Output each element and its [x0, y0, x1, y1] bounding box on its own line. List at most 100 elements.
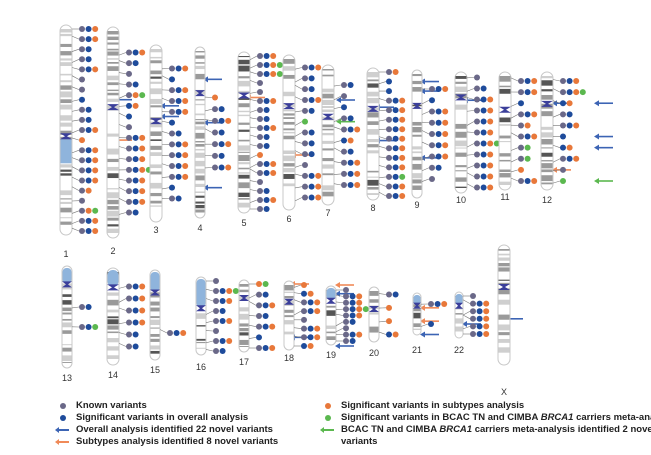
variant-dot-b	[566, 89, 573, 96]
variant-dot-k	[257, 107, 263, 113]
chromosome-band	[284, 295, 294, 299]
chromosome-band	[322, 109, 334, 113]
chromosome-band	[322, 191, 334, 197]
chromosome-band	[499, 117, 511, 123]
variant-dot-k	[256, 302, 262, 309]
variant-dot-k	[302, 162, 308, 168]
variant-connector-line	[333, 95, 342, 101]
variant-dot-k	[212, 141, 218, 148]
variant-dot-b	[566, 122, 573, 129]
chromosome-band	[412, 134, 422, 137]
variant-dot-o	[92, 167, 99, 174]
chromosome-band	[284, 291, 294, 293]
variant-dot-k	[518, 133, 524, 140]
chromosome-band	[195, 148, 205, 151]
variant-connector-line	[205, 320, 214, 323]
variant-dot-o	[270, 53, 277, 59]
variant-connector-line	[294, 121, 303, 126]
variant-dot-k	[167, 330, 173, 336]
variant-dot-b	[392, 145, 399, 152]
chromosome-band	[60, 169, 72, 172]
chromosome-band	[499, 88, 511, 94]
variant-dot-k	[429, 108, 435, 115]
variant-dot-k	[343, 338, 349, 344]
variant-connector-line	[248, 324, 257, 327]
chromosome-band	[150, 182, 162, 189]
variant-connector-line	[378, 136, 387, 140]
chromosome-band	[541, 152, 553, 157]
chromosome-band	[499, 153, 511, 157]
variant-dot-o	[354, 159, 361, 166]
chromosome-band	[283, 59, 295, 64]
variant-dot-k	[474, 184, 480, 191]
centromere-icon	[107, 284, 119, 291]
variant-dot-k	[386, 97, 392, 104]
chromosome-band	[239, 346, 249, 347]
variant-connector-line	[378, 156, 387, 159]
chromosome-band	[367, 187, 379, 190]
variant-connector-line	[552, 169, 561, 171]
variant-dot-k	[302, 86, 308, 93]
variant-connector-line	[293, 284, 302, 288]
variant-connector-line	[294, 67, 303, 70]
variant-dot-b	[132, 198, 139, 205]
chromosome-band	[107, 75, 119, 81]
variant-dot-b	[85, 56, 92, 63]
variant-connector-line	[249, 99, 258, 102]
variant-connector-line	[161, 163, 170, 167]
variant-dot-o	[226, 318, 233, 324]
variant-dot-o	[307, 290, 314, 297]
variant-connector-line	[466, 154, 475, 156]
variant-dot-k	[429, 142, 435, 149]
centromere-icon	[239, 295, 249, 301]
chromosome-band	[107, 338, 119, 343]
chromosome-label: 15	[150, 365, 160, 375]
chromosome-band	[455, 313, 463, 315]
variant-dot-b	[435, 164, 442, 171]
variant-dot-k	[343, 287, 349, 293]
variant-dot-o	[225, 164, 232, 171]
variant-connector-line	[294, 96, 303, 101]
blue-arrow-icon	[55, 427, 69, 432]
centromere-icon	[195, 90, 205, 97]
chromosome-band	[107, 98, 119, 102]
centromere-icon	[455, 302, 463, 309]
variant-connector-line	[71, 166, 80, 171]
variant-dot-o	[531, 89, 538, 96]
variant-dot-b	[392, 97, 399, 104]
chromosome-band	[60, 51, 72, 56]
variant-dot-b	[392, 116, 399, 123]
variant-dot-b	[132, 145, 139, 152]
chromosome-band	[498, 249, 510, 251]
variant-dot-b	[480, 118, 487, 125]
variant-connector-line	[118, 124, 127, 128]
variant-dot-b	[218, 129, 225, 136]
variant-connector-line	[205, 349, 214, 352]
variant-connector-line	[71, 35, 80, 40]
variant-dot-k	[474, 173, 480, 180]
variant-dot-b	[566, 155, 573, 162]
variant-connector-line	[118, 322, 127, 324]
variant-dot-k	[560, 166, 566, 173]
variant-dot-b	[524, 178, 531, 184]
chromosome-band	[455, 147, 467, 149]
chromosome-band	[283, 74, 295, 79]
heterochromatin-region	[196, 279, 206, 308]
variant-connector-line	[71, 67, 80, 70]
variant-dot-k	[343, 293, 349, 300]
variant-dot-k	[169, 163, 175, 169]
variant-dot-k	[256, 323, 262, 330]
variant-connector-line	[71, 186, 80, 191]
chromosome-band	[412, 121, 422, 126]
chromosome-band	[150, 307, 160, 312]
variant-dot-k	[301, 334, 307, 341]
variant-dot-o	[270, 98, 277, 104]
variant-connector-line	[204, 108, 213, 112]
chromosome-band	[60, 190, 72, 196]
chromosome-band	[541, 182, 553, 185]
variant-connector-line	[466, 110, 475, 112]
chromosome-band	[498, 288, 510, 295]
chromosome-band	[150, 338, 160, 342]
variant-dot-o	[399, 135, 406, 142]
chromosome-band	[412, 179, 422, 184]
